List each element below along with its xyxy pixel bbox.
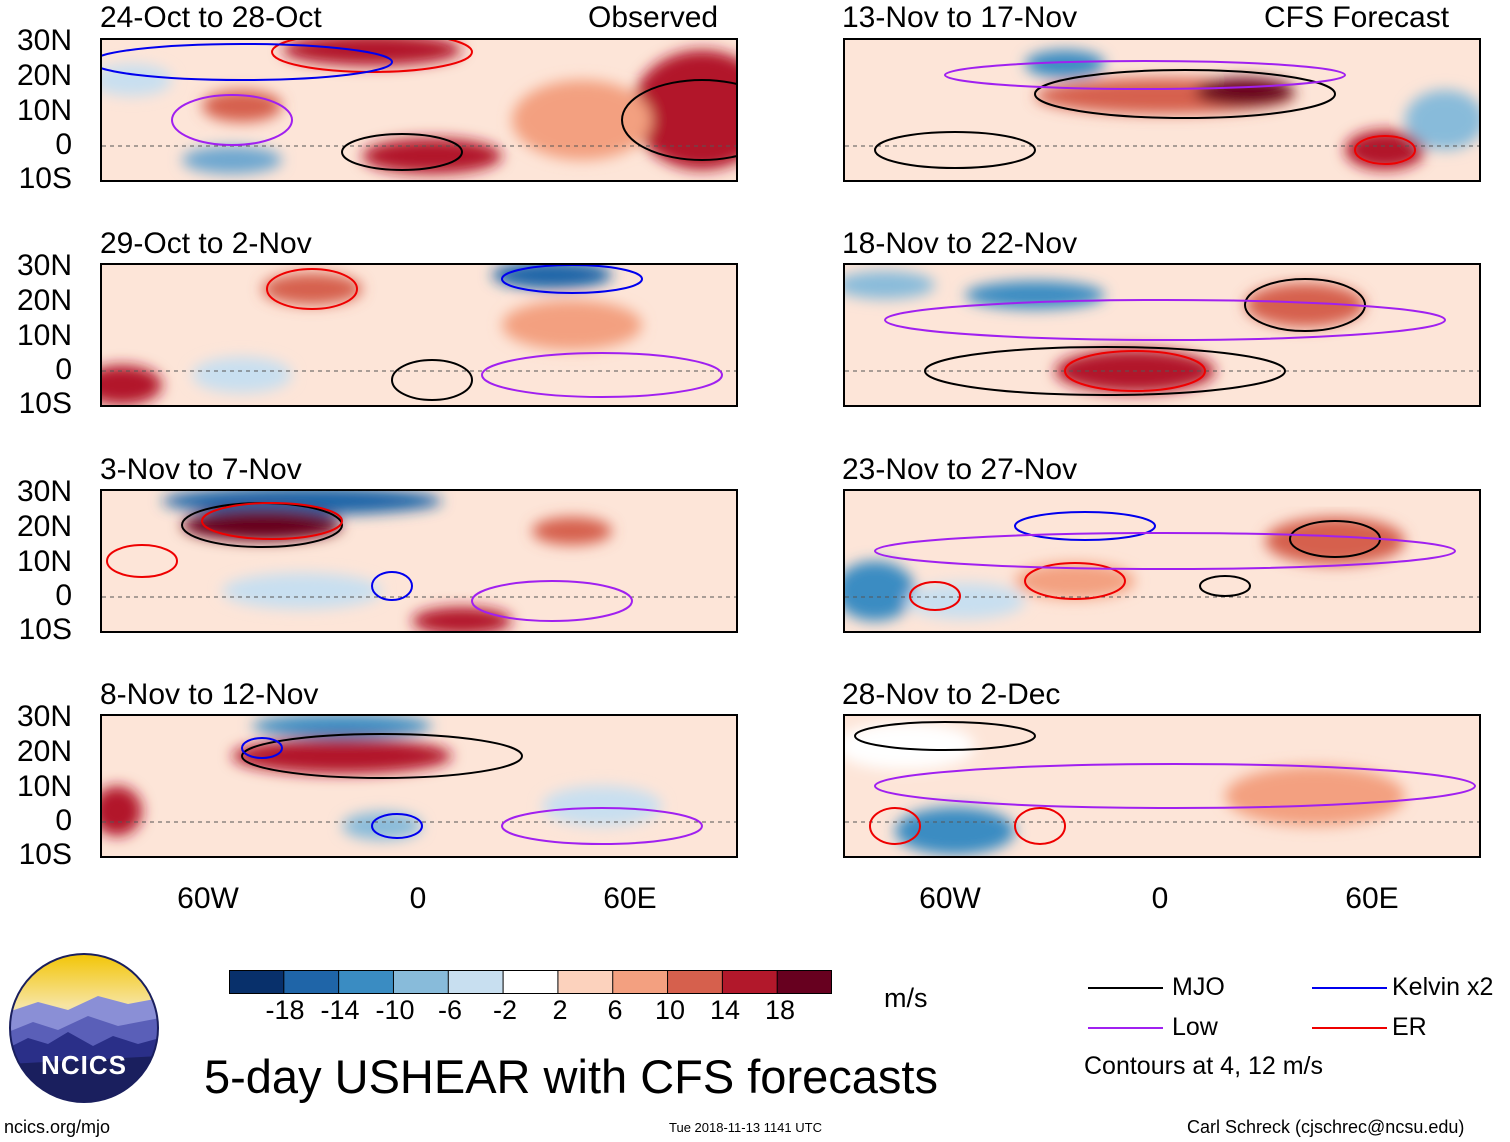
colorbar-tick: 18 [764,995,796,1025]
y-tick-30n: 30N [16,475,72,508]
map-panel-1 [100,38,738,182]
logo-text: NCICS [41,1050,127,1080]
y-tick-20n: 20N [16,735,72,768]
legend-label-low: Low [1172,1013,1218,1041]
cfs-forecast-label: CFS Forecast [1264,1,1450,34]
map-panel-5 [843,38,1481,182]
colorbar-tick: -6 [437,995,462,1025]
colorbar-swatch [448,970,504,994]
colorbar-swatch [667,970,723,994]
map-panel-4-graphic [102,716,736,856]
legend-line-low [1088,1027,1163,1029]
y-tick-10n: 10N [16,319,72,352]
panel-title-5: 13-Nov to 17-Nov [842,1,1078,34]
colorbar-tick: -2 [492,995,517,1025]
y-tick-10s: 10S [18,387,72,420]
colorbar-tick: 14 [709,995,741,1025]
colorbar-border [229,970,832,994]
legend-contour-note: Contours at 4, 12 m/s [1084,1052,1324,1080]
map-panel-2-graphic [102,265,736,405]
colorbar-graphic [229,970,833,994]
colorbar-tick: -14 [320,995,360,1025]
map-panel-1-graphic [102,40,736,180]
x-tick-60w: 60W [177,882,239,915]
colorbar-swatch [393,970,449,994]
colorbar-swatch [283,970,340,994]
colorbar-swatch [338,970,394,994]
map-panel-8 [843,714,1481,858]
y-tick-0: 0 [55,579,72,612]
y-tick-30n: 30N [16,700,72,733]
legend-label-kelvin: Kelvin x2 [1392,973,1494,1001]
map-panel-4 [100,714,738,858]
panel-title-2: 29-Oct to 2-Nov [100,227,312,260]
y-tick-10n: 10N [16,94,72,127]
legend-line-mjo [1088,987,1163,989]
y-tick-20n: 20N [16,59,72,92]
y-tick-0: 0 [55,804,72,837]
colorbar-swatch [503,970,559,994]
map-panel-5-graphic [845,40,1479,180]
colorbar-tick: -10 [375,995,415,1025]
colorbar-swatch [557,970,614,994]
map-panel-2 [100,263,738,407]
y-tick-0: 0 [55,128,72,161]
colorbar-swatch [722,970,778,994]
y-tick-10n: 10N [16,545,72,578]
footer-url: ncics.org/mjo [4,1117,111,1137]
panel-title-8: 28-Nov to 2-Dec [842,678,1061,711]
colorbar-tick: 2 [552,995,568,1025]
colorbar-tick: -18 [265,995,305,1025]
map-panel-3 [100,489,738,633]
ncics-logo-graphic [9,953,159,1103]
y-tick-20n: 20N [16,284,72,317]
legend-line-er [1312,1027,1387,1029]
legend-label-mjo: MJO [1172,973,1225,1001]
y-tick-30n: 30N [16,249,72,282]
colorbar-swatch [612,970,669,994]
colorbar-tick: 10 [654,995,686,1025]
legend-label-er: ER [1392,1013,1427,1041]
map-panel-6-graphic [845,265,1479,405]
map-panel-6 [843,263,1481,407]
y-tick-10n: 10N [16,770,72,803]
legend-line-kelvin [1312,987,1387,989]
panel-title-1: 24-Oct to 28-Oct [100,1,322,34]
x-tick-60e: 60E [603,882,657,915]
map-panel-8-graphic [845,716,1479,856]
panel-title-6: 18-Nov to 22-Nov [842,227,1078,260]
x-tick-60e: 60E [1345,882,1399,915]
x-tick-60w: 60W [919,882,981,915]
y-tick-0: 0 [55,353,72,386]
observed-label: Observed [588,1,719,34]
colorbar-tick: 6 [607,995,623,1025]
x-tick-0: 0 [1151,882,1169,915]
footer-credit: Carl Schreck (cjschrec@ncsu.edu) [1187,1117,1465,1137]
y-tick-10s: 10S [18,613,72,646]
x-tick-0: 0 [409,882,427,915]
y-tick-10s: 10S [18,838,72,871]
colorbar-unit: m/s [884,983,928,1013]
panel-title-3: 3-Nov to 7-Nov [100,453,302,486]
y-tick-10s: 10S [18,162,72,195]
colorbar-swatch [229,970,285,994]
map-panel-3-graphic [102,491,736,631]
figure-title: 5-day USHEAR with CFS forecasts [204,1050,938,1103]
footer-timestamp: Tue 2018-11-13 1141 UTC [669,1120,822,1135]
ncics-logo: NCICS [8,952,160,1104]
colorbar-swatch [777,970,833,994]
panel-title-7: 23-Nov to 27-Nov [842,453,1078,486]
y-tick-20n: 20N [16,510,72,543]
map-panel-7-graphic [845,491,1479,631]
colorbar [229,970,833,994]
panel-title-4: 8-Nov to 12-Nov [100,678,319,711]
y-tick-30n: 30N [16,24,72,57]
map-panel-7 [843,489,1481,633]
